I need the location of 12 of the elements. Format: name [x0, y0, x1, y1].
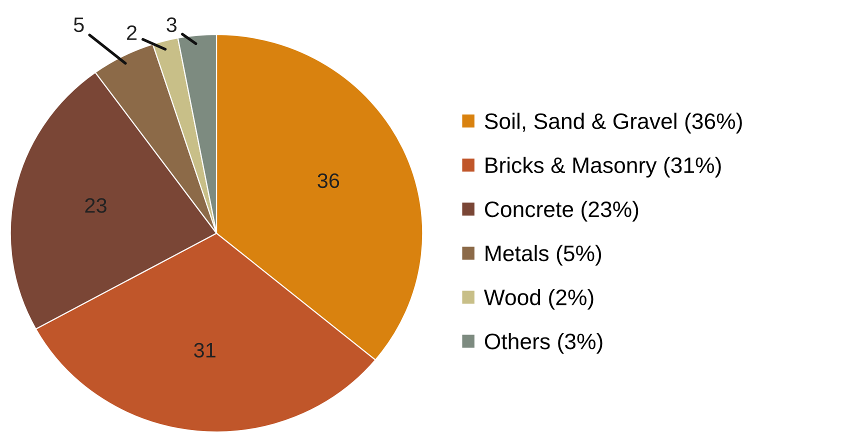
legend-label: Concrete (23%)	[485, 200, 638, 222]
data-label: 3	[166, 17, 177, 32]
data-label: 2	[127, 25, 137, 40]
data-label: 36	[318, 173, 340, 188]
legend-label: Metals (5%)	[486, 244, 602, 266]
data-label: 23	[85, 198, 106, 213]
legend-label: Bricks & Masonry (31%)	[486, 156, 721, 178]
legend-label: Wood (2%)	[484, 288, 594, 310]
data-label: 31	[194, 342, 216, 358]
data-label: 5	[74, 18, 84, 32]
legend-label: Others (3%)	[484, 333, 602, 354]
legend-label: Soil, Sand & Gravel (36%)	[484, 112, 742, 134]
